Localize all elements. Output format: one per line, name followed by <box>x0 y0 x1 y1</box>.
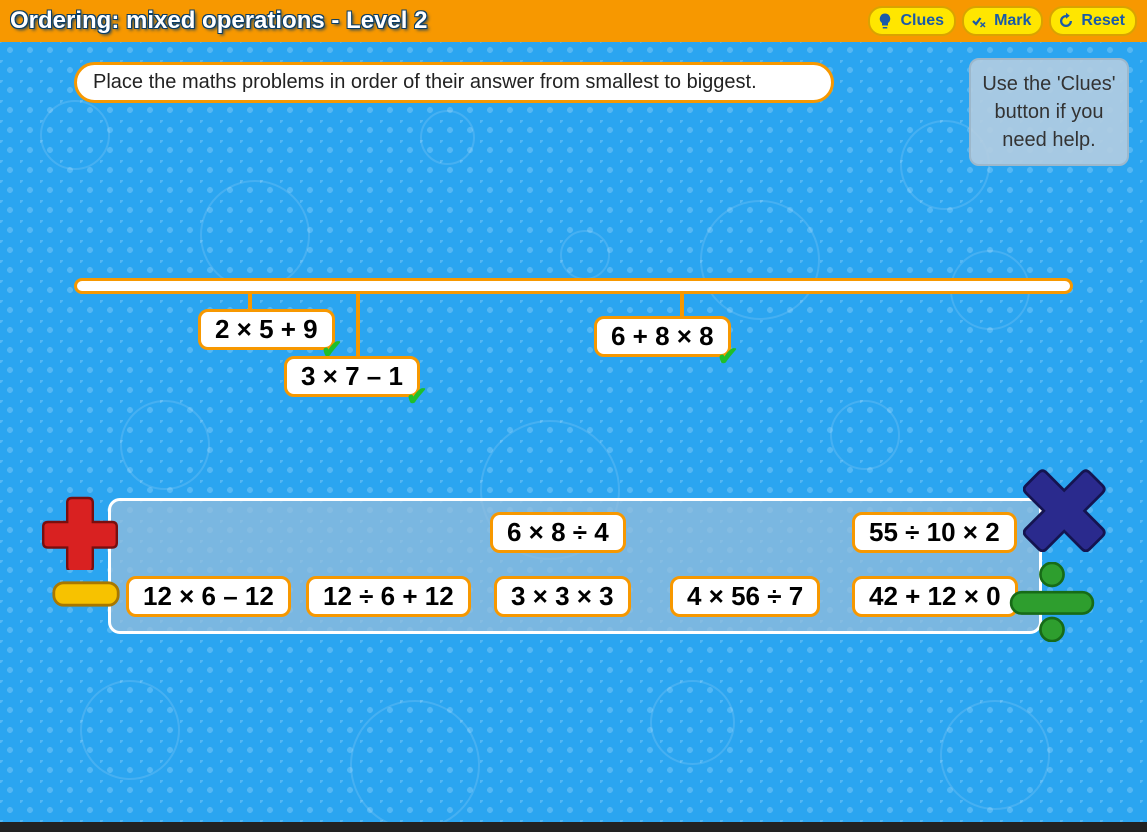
page-title: Ordering: mixed operations - Level 2 <box>10 7 862 35</box>
clues-button[interactable]: Clues <box>868 6 956 36</box>
clues-label: Clues <box>900 12 944 30</box>
mark-label: Mark <box>994 12 1031 30</box>
tray-chip[interactable]: 4 × 56 ÷ 7 <box>670 576 820 617</box>
tray-chip[interactable]: 3 × 3 × 3 <box>494 576 631 617</box>
mark-button[interactable]: Mark <box>962 6 1043 36</box>
plus-decor-icon <box>40 490 120 570</box>
minus-decor-icon <box>50 580 122 608</box>
tray-chip[interactable]: 12 ÷ 6 + 12 <box>306 576 471 617</box>
tray-chip[interactable]: 12 × 6 – 12 <box>126 576 291 617</box>
check-icon: ✔ <box>406 381 428 412</box>
connector <box>680 294 684 318</box>
tray-chip[interactable]: 55 ÷ 10 × 2 <box>852 512 1017 553</box>
header-bar: Ordering: mixed operations - Level 2 Clu… <box>0 0 1147 42</box>
number-line[interactable] <box>74 278 1073 294</box>
reset-button[interactable]: Reset <box>1049 6 1137 36</box>
connector <box>356 294 360 358</box>
check-x-icon <box>970 12 988 30</box>
placed-chip[interactable]: 6 + 8 × 8 <box>594 316 731 357</box>
refresh-icon <box>1057 12 1075 30</box>
placed-chip[interactable]: 2 × 5 + 9 <box>198 309 335 350</box>
reset-label: Reset <box>1081 12 1125 30</box>
footer-strip <box>0 822 1147 832</box>
tray-chip[interactable]: 6 × 8 ÷ 4 <box>490 512 626 553</box>
lightbulb-icon <box>876 12 894 30</box>
check-icon: ✔ <box>717 341 739 372</box>
tray-chip[interactable]: 42 + 12 × 0 <box>852 576 1018 617</box>
hint-box: Use the 'Clues' button if you need help. <box>969 58 1129 166</box>
times-decor-icon <box>1023 462 1113 552</box>
instruction-text: Place the maths problems in order of the… <box>74 62 834 103</box>
placed-chip[interactable]: 3 × 7 – 1 <box>284 356 420 397</box>
divide-decor-icon <box>1007 562 1097 642</box>
